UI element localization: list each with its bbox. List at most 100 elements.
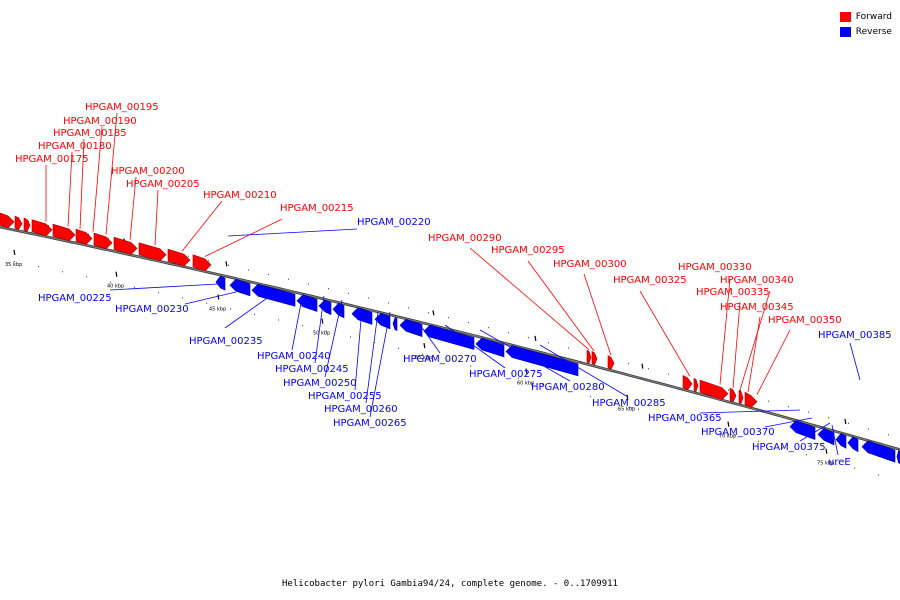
ruler-dot	[788, 406, 789, 408]
reverse-label-leader	[764, 417, 813, 428]
ruler-dot	[470, 365, 471, 367]
ruler-dot	[848, 422, 849, 424]
ruler-dot	[566, 389, 567, 391]
forward-gene-label: HPGAM_00345	[720, 302, 794, 313]
ruler-dot	[328, 288, 329, 290]
ruler-dot	[14, 260, 15, 263]
forward-label-leader	[756, 329, 791, 395]
ruler-dot	[446, 359, 447, 361]
forward-gene-label: HPGAM_00200	[111, 166, 185, 177]
ruler-dot	[408, 307, 409, 309]
forward-gene-arrow	[167, 248, 191, 267]
forward-label-leader	[583, 273, 612, 356]
reverse-label-leader	[354, 307, 363, 391]
forward-gene-arrow	[138, 242, 167, 262]
forward-gene-arrow	[75, 228, 93, 245]
ruler-dot	[542, 383, 543, 385]
forward-gene-label: HPGAM_00185	[53, 128, 127, 139]
legend-label-reverse: Reverse	[855, 26, 892, 37]
forward-label-leader	[739, 290, 771, 391]
gene-label-layer: HPGAM_00175HPGAM_00180HPGAM_00185HPGAM_0…	[15, 102, 892, 468]
forward-gene-label: HPGAM_00290	[428, 233, 502, 244]
forward-label-leader	[204, 218, 283, 257]
tick-label: 55 kbp	[415, 355, 432, 361]
ruler-dot	[638, 408, 639, 410]
forward-gene-arrow	[591, 351, 598, 366]
reverse-gene-label: ureE	[828, 457, 851, 468]
ruler-dot	[350, 336, 351, 338]
forward-gene-label: HPGAM_00330	[678, 262, 752, 273]
reverse-label-leader	[539, 344, 629, 398]
footer-title: Helicobacter pylori Gambia94/24, complet…	[282, 579, 618, 589]
reverse-label-leader	[799, 422, 831, 442]
reverse-gene-label: HPGAM_00220	[357, 217, 431, 228]
genome-backbone-highlight	[0, 226, 900, 451]
minor-tick	[534, 335, 537, 341]
reverse-label-leader	[417, 321, 441, 354]
ruler-dot	[806, 454, 807, 456]
ruler-dot	[368, 297, 369, 299]
forward-gene-arrow	[31, 219, 53, 237]
tick-label: 40 kbp	[107, 284, 124, 290]
reverse-label-leader	[291, 297, 303, 351]
reverse-label-leader	[314, 295, 325, 364]
forward-gene-label: HPGAM_00175	[15, 154, 89, 165]
ruler-dot	[248, 269, 249, 271]
major-tick	[525, 368, 528, 374]
forward-gene-arrow	[693, 378, 699, 392]
ruler-dot	[278, 319, 279, 321]
ruler-dot	[628, 362, 629, 365]
forward-gene-arrow	[699, 379, 729, 400]
ruler-dot	[230, 308, 231, 310]
forward-label-leader	[181, 200, 223, 252]
ruler-dot	[734, 434, 735, 436]
forward-gene-label: HPGAM_00295	[491, 245, 565, 256]
ruler-dot	[158, 292, 159, 294]
forward-label-leader	[154, 189, 159, 246]
major-tick	[217, 294, 220, 300]
tick-label: 60 kbp	[517, 381, 534, 387]
ruler-dot	[326, 330, 327, 332]
ruler-dot	[868, 428, 869, 430]
reverse-swatch	[839, 26, 851, 37]
reverse-gene-label: HPGAM_00385	[818, 330, 892, 341]
forward-label-leader	[79, 138, 85, 229]
tick-layer: 35 kbp 40 kbp 45 kbp 50 kbp 55 kbp 60 kbp 65 k…	[5, 238, 847, 467]
reverse-gene-label: HPGAM_00255	[308, 391, 382, 402]
ruler-dot	[428, 312, 429, 314]
reverse-gene-label: HPGAM_00260	[324, 404, 398, 415]
ruler-dot	[308, 283, 309, 285]
reverse-label-leader	[699, 409, 801, 414]
reverse-gene-label: HPGAM_00280	[531, 382, 605, 393]
reverse-label-leader	[831, 424, 839, 456]
minor-tick	[432, 310, 435, 316]
ruler-dot	[662, 414, 663, 417]
backbone-layer	[0, 225, 900, 451]
ruler-dot	[374, 342, 375, 344]
reverse-label-leader	[227, 228, 358, 237]
ruler-dot	[710, 427, 711, 429]
ruler-dot	[854, 467, 855, 469]
forward-label-leader	[747, 316, 761, 393]
gene-feature-layer	[0, 212, 900, 464]
forward-label-leader	[719, 278, 731, 385]
forward-gene-label: HPGAM_00190	[63, 116, 137, 127]
ruler-dot	[254, 313, 255, 315]
ruler-dot	[228, 264, 229, 266]
forward-gene-arrow	[0, 212, 15, 229]
ruler-dot	[48, 225, 49, 227]
reverse-label-leader	[365, 311, 379, 404]
tick-label: 65 kbp	[618, 407, 635, 413]
major-tick	[423, 343, 426, 349]
reverse-gene-label: HPGAM_00240	[257, 351, 331, 362]
reverse-gene-arrow	[475, 337, 505, 358]
major-tick	[727, 421, 730, 427]
ruler-dot	[568, 347, 569, 349]
ruler-dot	[830, 460, 831, 462]
ruler-dot	[614, 402, 615, 404]
forward-gene-arrow	[93, 232, 113, 250]
minor-tick	[225, 261, 228, 267]
ruler-dot	[508, 332, 509, 334]
major-tick	[13, 249, 16, 256]
ruler-dot	[758, 440, 759, 442]
